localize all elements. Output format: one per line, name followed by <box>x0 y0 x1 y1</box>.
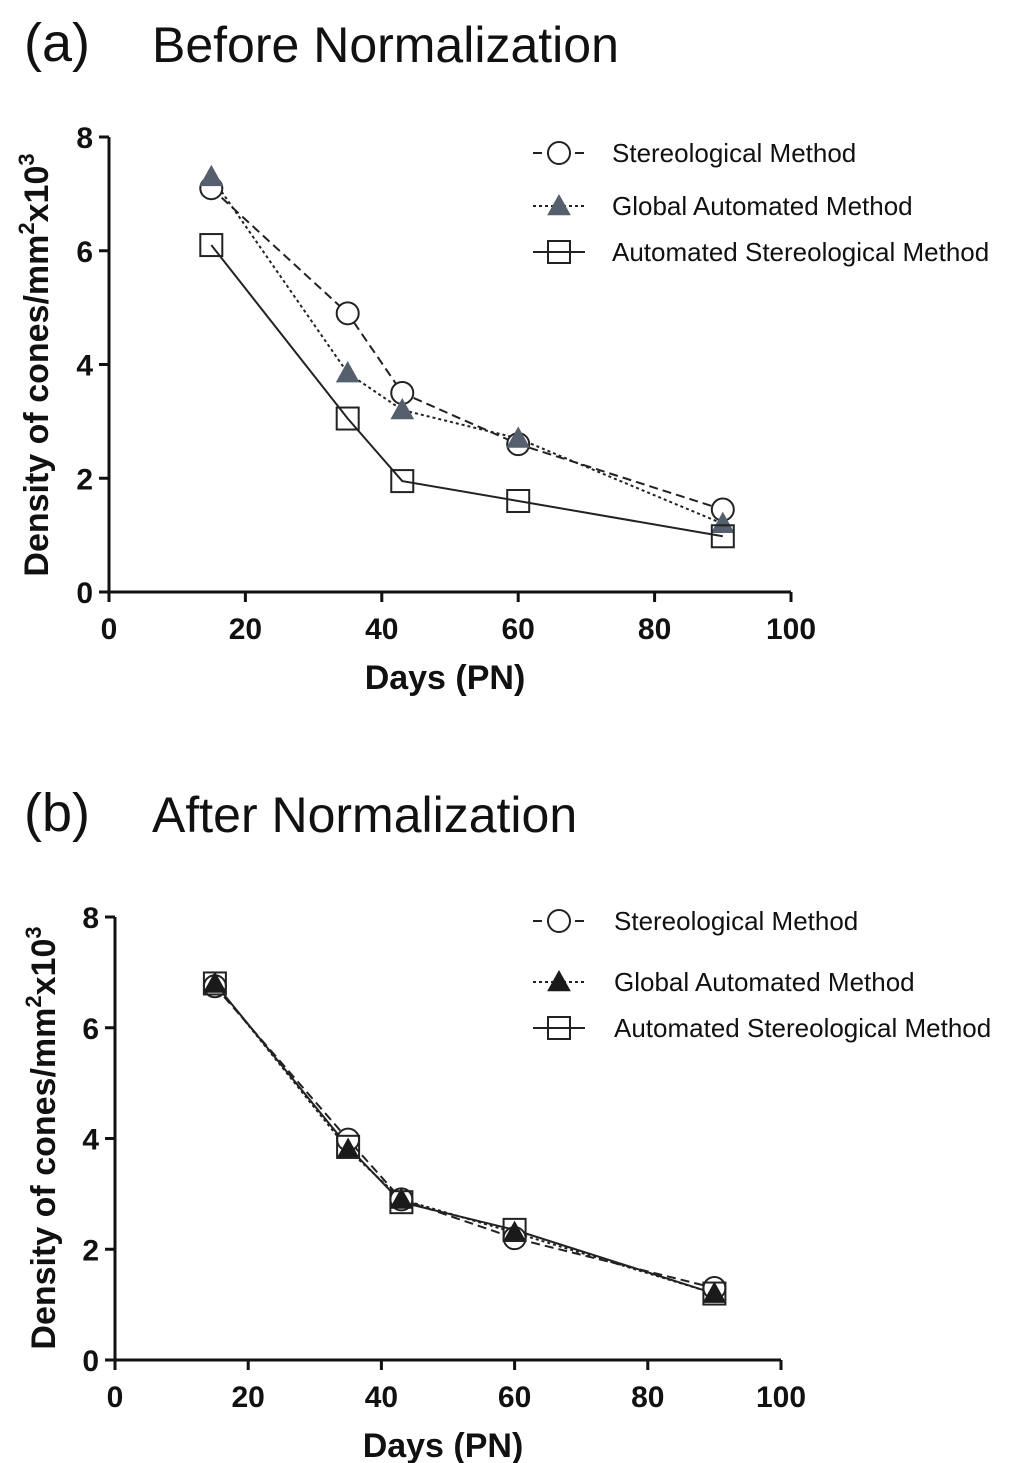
data-point-triangle-marker <box>702 1281 727 1303</box>
x-tick-label: 100 <box>756 1381 806 1414</box>
legend-entry-label: Automated Stereological Method <box>612 237 989 267</box>
y-tick-label: 2 <box>82 1234 99 1267</box>
y-axis-label-part: x10 <box>25 939 63 996</box>
y-axis-label-part: x10 <box>18 166 56 223</box>
data-point-square-marker <box>506 489 531 513</box>
legend-entry-label: Automated Stereological Method <box>614 1013 991 1043</box>
y-tick-label: 2 <box>76 463 93 496</box>
y-tick-label: 0 <box>82 1345 99 1378</box>
data-point-square-marker <box>202 971 227 996</box>
data-point-triangle-marker <box>203 971 227 993</box>
y-axis-label-part: Density of cones/mm <box>25 1008 63 1350</box>
data-point-square-marker <box>710 524 735 549</box>
data-point-triangle-marker <box>335 361 360 383</box>
x-tick-label: 80 <box>631 1381 664 1414</box>
data-point-square-marker <box>389 1190 414 1215</box>
data-point-triangle-marker <box>390 397 415 420</box>
y-tick-label: 8 <box>76 122 93 155</box>
data-point-square-marker <box>336 1134 361 1159</box>
legend-entry-label: Global Automated Method <box>612 191 913 221</box>
y-tick-label: 6 <box>82 1013 99 1046</box>
y-tick-label: 0 <box>76 577 93 610</box>
series-line-square <box>210 244 723 538</box>
data-point-square-marker <box>335 406 360 431</box>
x-tick-label: 0 <box>101 613 118 646</box>
chart-panel-a: (a) Before Normalization 0 2 4 6 8 0 20 40 60 80 1… <box>0 0 1021 730</box>
x-tick-label: 60 <box>498 1381 531 1414</box>
data-point-square-marker <box>390 469 415 494</box>
y-axis-label-part: 2 <box>21 995 46 1007</box>
data-point-triangle-marker <box>710 511 735 534</box>
chart-panel-b: (b) After Normalization 0 2 4 6 8 0 20 40 60 80 10… <box>0 768 1021 1463</box>
legend-triangle-marker <box>547 193 571 216</box>
y-tick-label: 4 <box>76 350 93 383</box>
data-point-square-marker <box>199 233 224 258</box>
data-point-circle-marker <box>335 301 360 326</box>
x-axis-label: Days (PN) <box>365 659 526 697</box>
y-axis-label-part: 3 <box>14 153 39 165</box>
legend-square-marker <box>547 240 571 264</box>
y-axis-label: Density of cones/mm2x103 <box>21 926 63 1349</box>
x-tick-label: 40 <box>365 1381 398 1414</box>
data-point-square-marker <box>502 1217 527 1242</box>
data-point-triangle-marker <box>199 164 224 187</box>
y-axis-label-part: 2 <box>14 222 39 234</box>
panel-label: (b) <box>24 783 90 843</box>
data-point-triangle-marker <box>506 426 531 448</box>
panel-label: (a) <box>24 13 90 73</box>
x-tick-label: 40 <box>365 613 398 646</box>
x-tick-label: 80 <box>638 613 671 646</box>
y-axis-label: Density of cones/mm2x103 <box>14 153 56 576</box>
x-tick-label: 20 <box>229 613 262 646</box>
legend-entry-label: Stereological Method <box>614 906 858 936</box>
legend-triangle-marker <box>547 969 571 992</box>
chart-title: Before Normalization <box>152 17 619 73</box>
x-tick-label: 20 <box>232 1381 265 1414</box>
legend-circle-marker <box>547 141 571 165</box>
y-axis-label-part: Density of cones/mm <box>18 235 56 577</box>
legend-circle-marker <box>547 909 571 933</box>
x-tick-label: 60 <box>502 613 535 646</box>
y-tick-label: 6 <box>76 236 93 269</box>
legend-square-marker <box>547 1016 571 1040</box>
x-tick-label: 0 <box>107 1381 124 1414</box>
chart-title: After Normalization <box>152 787 578 843</box>
y-tick-label: 8 <box>82 902 99 935</box>
x-axis-label: Days (PN) <box>363 1427 524 1463</box>
series-line-triangle <box>210 176 724 525</box>
legend-entry-label: Global Automated Method <box>614 967 915 997</box>
y-axis-label-part: 3 <box>21 926 46 938</box>
legend-entry-label: Stereological Method <box>612 138 856 168</box>
y-tick-label: 4 <box>82 1124 99 1157</box>
data-point-triangle-marker <box>389 1187 414 1209</box>
x-tick-label: 100 <box>766 613 816 646</box>
data-point-square-marker <box>702 1281 727 1306</box>
